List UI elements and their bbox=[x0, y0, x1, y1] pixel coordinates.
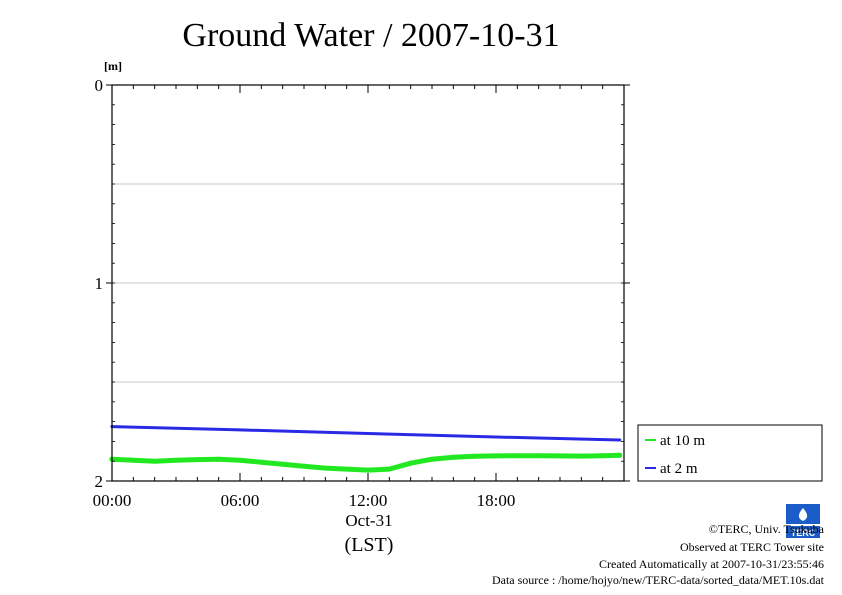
series-point-10m bbox=[578, 453, 584, 459]
y-ticks: 0 1 2 bbox=[95, 76, 630, 491]
series-point-10m bbox=[617, 452, 623, 458]
y-tick-label-0: 0 bbox=[95, 76, 104, 95]
series-point-10m bbox=[280, 461, 286, 467]
legend-box bbox=[637, 424, 823, 482]
series-point-2m bbox=[494, 435, 498, 439]
series-point-10m bbox=[472, 453, 478, 459]
footer-observed: Observed at TERC Tower site bbox=[679, 540, 824, 554]
series-point-10m bbox=[514, 453, 520, 459]
legend-label-2m: at 2 m bbox=[660, 461, 698, 477]
series-point-10m bbox=[450, 454, 456, 460]
series-point-10m bbox=[322, 465, 328, 471]
series-point-10m bbox=[493, 453, 499, 459]
series-point-10m bbox=[600, 453, 606, 459]
series-point-10m bbox=[408, 460, 414, 466]
series-line-10m bbox=[109, 452, 623, 473]
water-drop-icon bbox=[798, 508, 808, 521]
series-point-10m bbox=[386, 466, 392, 472]
series-point-2m bbox=[618, 438, 622, 442]
series-point-10m bbox=[301, 463, 307, 469]
series-point-10m bbox=[216, 456, 222, 462]
x-tick-label-1: 06:00 bbox=[221, 491, 260, 510]
x-axis-date-label: Oct-31 bbox=[345, 511, 392, 530]
series-point-10m bbox=[194, 457, 200, 463]
series-point-10m bbox=[344, 466, 350, 472]
series-point-10m bbox=[130, 457, 136, 463]
series-point-2m bbox=[238, 428, 242, 432]
series-line-2m bbox=[110, 425, 622, 442]
series-point-10m bbox=[557, 453, 563, 459]
x-tick-label-0: 00:00 bbox=[93, 491, 132, 510]
series-point-10m bbox=[429, 456, 435, 462]
y-tick-label-1: 1 bbox=[95, 274, 104, 293]
series-point-10m bbox=[173, 457, 179, 463]
grid-lines bbox=[112, 183, 624, 383]
series-point-2m bbox=[366, 431, 370, 435]
series-point-10m bbox=[258, 459, 264, 465]
logo-text: TERC bbox=[791, 528, 816, 538]
series-point-10m bbox=[237, 457, 243, 463]
series-point-10m bbox=[536, 453, 542, 459]
y-axis-label: [m] bbox=[104, 59, 122, 73]
series-point-10m bbox=[152, 458, 158, 464]
footer-created: Created Automatically at 2007-10-31/23:5… bbox=[599, 557, 824, 571]
terc-logo: TERC bbox=[784, 502, 822, 540]
series-layer bbox=[109, 425, 623, 473]
legend: at 10 m at 2 m bbox=[637, 424, 823, 482]
y-tick-label-2: 2 bbox=[95, 472, 104, 491]
x-axis-unit-label: (LST) bbox=[345, 534, 394, 556]
x-tick-label-2: 12:00 bbox=[349, 491, 388, 510]
legend-label-10m: at 10 m bbox=[660, 433, 705, 449]
footer-copyright: ©TERC, Univ. Tsukuba bbox=[708, 522, 824, 536]
x-ticks: 00:00 06:00 12:00 18:00 bbox=[93, 85, 625, 510]
chart-title: Ground Water / 2007-10-31 bbox=[182, 17, 559, 54]
footer-source: Data source : /home/hojyo/new/TERC-data/… bbox=[491, 573, 824, 587]
x-tick-label-3: 18:00 bbox=[477, 491, 516, 510]
series-point-10m bbox=[365, 467, 371, 473]
